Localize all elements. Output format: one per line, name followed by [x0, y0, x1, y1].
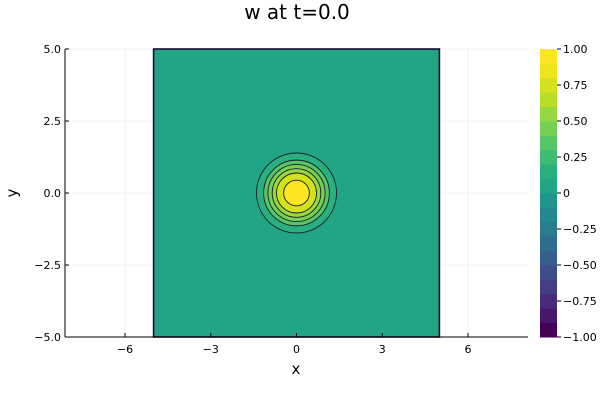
colorbar-swatch — [540, 236, 557, 252]
contour-line — [256, 152, 337, 234]
colorbar-swatch — [540, 63, 557, 79]
colorbar-tick-label: 1.00 — [563, 43, 588, 56]
chart-title: w at t=0.0 — [244, 0, 350, 24]
colorbar — [540, 49, 557, 338]
y-axis-label: y — [3, 188, 21, 197]
contour-line — [276, 172, 317, 214]
y-ticks: 5.0 2.5 0.0 −2.5 −5.0 — [34, 43, 69, 344]
colorbar-swatch — [540, 77, 557, 93]
contour-line — [283, 179, 310, 207]
x-tick-label: 0 — [293, 343, 300, 356]
contour-line — [267, 163, 326, 223]
y-tick-label: −5.0 — [34, 331, 61, 344]
x-tick-label: −6 — [117, 343, 133, 356]
colorbar-swatch — [540, 49, 557, 64]
colorbar-ticks: 1.00 0.75 0.50 0.25 0 −0.25 −0.50 −0.75 −1.00 — [557, 43, 597, 344]
colorbar-swatch — [540, 149, 557, 165]
colorbar-swatch — [540, 106, 557, 122]
colorbar-swatch — [540, 250, 557, 266]
colorbar-tick-label: −0.75 — [563, 295, 597, 308]
contour-lines — [256, 152, 337, 234]
colorbar-tick-label: −1.00 — [563, 331, 597, 344]
colorbar-swatch — [540, 322, 557, 338]
x-tick-label: −3 — [203, 343, 219, 356]
colorbar-tick-label: 0 — [563, 187, 570, 200]
colorbar-swatch — [540, 207, 557, 223]
colorbar-tick-label: −0.25 — [563, 223, 597, 236]
contour-band — [283, 180, 310, 206]
colorbar-swatch — [540, 279, 557, 295]
colorbar-tick-label: 0.75 — [563, 79, 588, 92]
colorbar-tick-label: 0.25 — [563, 151, 588, 164]
colorbar-swatch — [540, 164, 557, 180]
colorbar-swatch — [540, 193, 557, 208]
x-ticks: −6 −3 0 3 6 — [117, 333, 471, 356]
y-tick-label: 5.0 — [44, 43, 62, 56]
contour-line — [271, 168, 322, 218]
contour-line — [263, 159, 330, 227]
colorbar-swatch — [540, 293, 557, 309]
field-region — [152, 48, 441, 338]
colorbar-swatch — [540, 308, 557, 324]
y-tick-label: 0.0 — [44, 187, 62, 200]
y-tick-label: 2.5 — [44, 115, 62, 128]
colorbar-swatch — [540, 178, 557, 194]
colorbar-swatch — [540, 265, 557, 280]
colorbar-tick-label: 0.50 — [563, 115, 588, 128]
x-tick-label: 6 — [464, 343, 471, 356]
x-tick-label: 3 — [379, 343, 386, 356]
colorbar-swatch — [540, 121, 557, 136]
colorbar-swatch — [540, 221, 557, 237]
colorbar-tick-label: −0.50 — [563, 259, 597, 272]
colorbar-swatch — [540, 92, 557, 108]
x-axis-label: x — [292, 360, 301, 378]
colorbar-swatch — [540, 135, 557, 151]
y-tick-label: −2.5 — [34, 259, 61, 272]
